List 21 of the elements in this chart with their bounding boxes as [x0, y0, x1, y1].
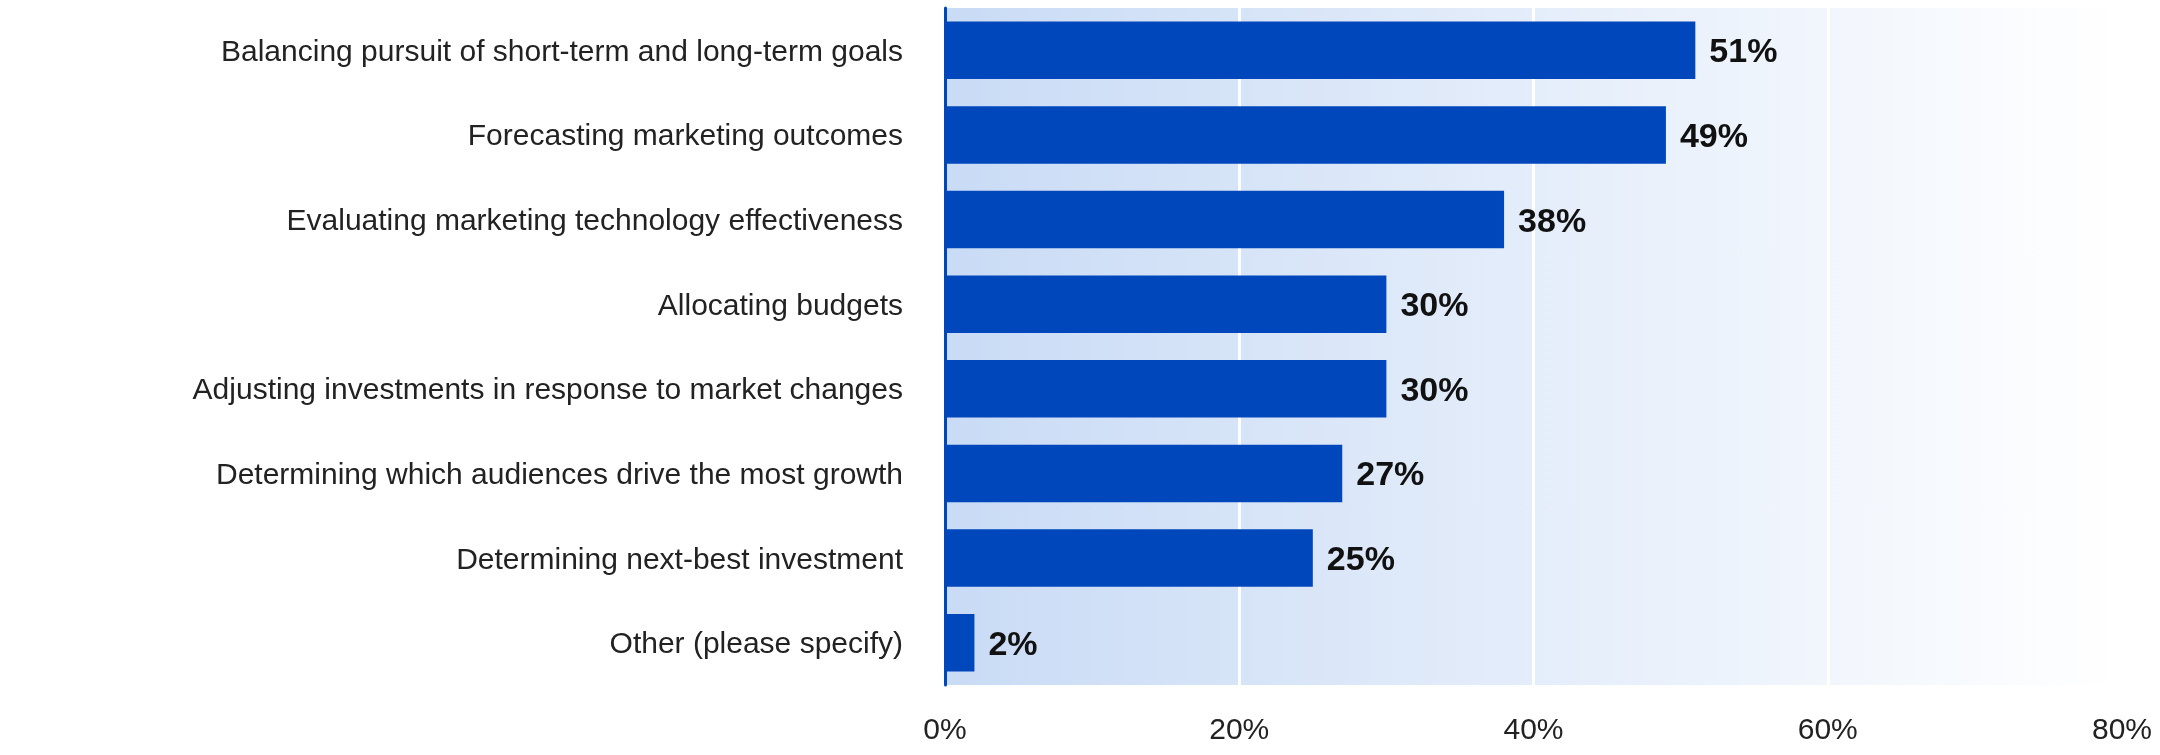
y-tick-label: Determining next-best investment: [456, 541, 904, 575]
data-label: 30%: [1400, 285, 1469, 324]
data-label: 27%: [1356, 454, 1425, 493]
y-tick-label: Determining which audiences drive the most growth: [216, 456, 903, 490]
data-label: 2%: [988, 623, 1038, 662]
y-tick-label: Adjusting investments in response to market changes: [192, 372, 903, 406]
x-tick-label: 0%: [923, 711, 967, 745]
y-tick-label: Balancing pursuit of short-term and long-term goals: [220, 33, 903, 67]
x-tick-label: 40%: [1503, 711, 1564, 745]
y-tick-label: Evaluating marketing technology effectiveness: [286, 203, 903, 237]
y-tick-label: Other (please specify): [609, 626, 903, 660]
data-label: 25%: [1326, 539, 1395, 578]
x-tick-label: 60%: [1797, 711, 1858, 745]
y-tick-label: Forecasting marketing outcomes: [467, 118, 903, 152]
x-tick-label: 20%: [1209, 711, 1270, 745]
x-tick-label: 80%: [2091, 711, 2153, 745]
y-tick-label: Allocating budgets: [657, 287, 903, 321]
data-label: 49%: [1679, 115, 1748, 154]
data-label: 51%: [1709, 31, 1778, 70]
data-label: 30%: [1400, 369, 1469, 408]
data-label: 38%: [1518, 200, 1587, 239]
